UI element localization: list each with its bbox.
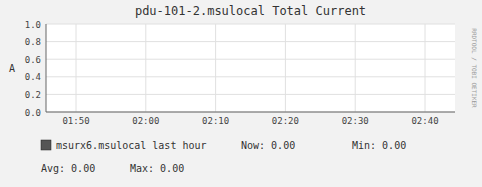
grid-line — [215, 24, 216, 112]
stat-label: Min: 0.00 — [352, 140, 406, 151]
y-tick-label: 0.8 — [25, 37, 41, 47]
y-tick-label: 0.6 — [25, 55, 41, 65]
x-tick-label: 01:50 — [62, 116, 89, 126]
stat-label: Max: 0.00 — [130, 163, 184, 174]
grid-line — [46, 112, 455, 113]
title: pdu-101-2.msulocal Total Current — [135, 4, 366, 18]
y-tick-label: 1.0 — [25, 20, 41, 30]
y-tick-label: 0.2 — [25, 90, 41, 100]
grid-line — [46, 76, 455, 77]
grid-line — [145, 24, 146, 112]
y-axis-label: A — [9, 63, 15, 74]
x-tick-label: 02:00 — [132, 116, 159, 126]
y-tick-label: 0.4 — [25, 72, 41, 82]
grid-line — [46, 59, 455, 60]
grid-line — [355, 24, 356, 112]
x-tick-label: 02:40 — [411, 116, 438, 126]
y-axis — [46, 24, 47, 112]
x-tick-label: 02:10 — [202, 116, 229, 126]
grid-line — [76, 24, 77, 112]
watermark: RRDTOOL / TOBI OETIKER — [471, 28, 478, 108]
legend-label: msurx6.msulocal last hour — [56, 140, 207, 151]
grid-line — [46, 41, 455, 42]
grid-line — [46, 24, 455, 25]
x-tick-label: 02:30 — [342, 116, 369, 126]
grid-line — [425, 24, 426, 112]
legend-swatch — [41, 140, 51, 150]
grid-line — [285, 24, 286, 112]
plot-area — [46, 24, 455, 112]
x-tick-label: 02:20 — [272, 116, 299, 126]
grid-line — [46, 94, 455, 95]
stat-label: Avg: 0.00 — [41, 163, 95, 174]
y-tick-label: 0.0 — [25, 108, 41, 118]
stat-label: Now: 0.00 — [241, 140, 295, 151]
background — [0, 0, 482, 187]
x-axis — [46, 112, 455, 113]
